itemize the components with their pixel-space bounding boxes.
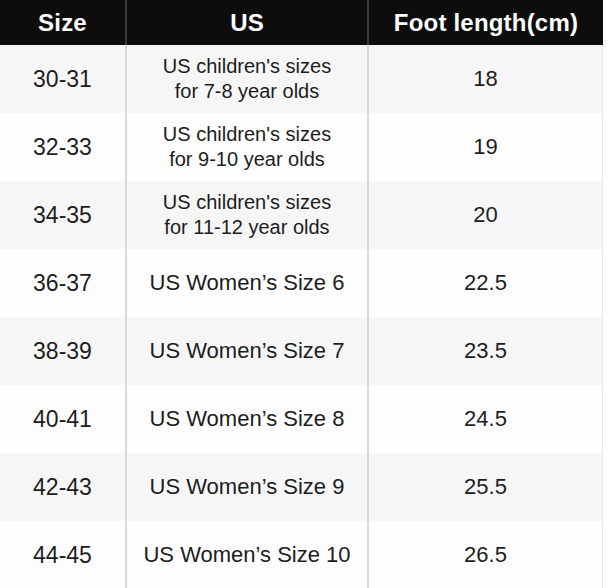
size-conversion-table: Size US Foot length(cm) 30-31 US childre… [0,0,603,588]
foot-length-cell: 25.5 [367,453,602,521]
us-size-cell: US children's sizes for 11-12 year olds [125,181,367,249]
table-row: 36-37 US Women’s Size 6 22.5 [0,249,603,317]
us-size-cell: US Women’s Size 6 [125,249,367,317]
table-row: 42-43 US Women’s Size 9 25.5 [0,453,603,521]
foot-length-cell: 18 [367,45,602,113]
foot-length-cell: 26.5 [367,521,602,588]
us-size-cell: US children's sizes for 7-8 year olds [125,45,367,113]
table-row: 34-35 US children's sizes for 11-12 year… [0,181,603,249]
foot-length-cell: 19 [367,113,602,181]
size-cell: 32-33 [0,113,125,181]
size-cell: 36-37 [0,249,125,317]
foot-length-cell: 22.5 [367,249,602,317]
size-cell: 42-43 [0,453,125,521]
table-row: 40-41 US Women’s Size 8 24.5 [0,385,603,453]
size-cell: 30-31 [0,45,125,113]
table-header-row: Size US Foot length(cm) [0,0,603,45]
size-cell: 34-35 [0,181,125,249]
us-size-cell: US Women’s Size 8 [125,385,367,453]
table-row: 32-33 US children's sizes for 9-10 year … [0,113,603,181]
foot-length-cell: 24.5 [367,385,602,453]
us-size-cell: US Women’s Size 10 [125,521,367,588]
foot-length-cell: 20 [367,181,602,249]
column-header-size: Size [0,0,125,45]
table-row: 44-45 US Women’s Size 10 26.5 [0,521,603,588]
table-row: 38-39 US Women’s Size 7 23.5 [0,317,603,385]
us-size-cell: US Women’s Size 9 [125,453,367,521]
column-header-foot-length: Foot length(cm) [367,0,603,45]
size-cell: 44-45 [0,521,125,588]
table-row: 30-31 US children's sizes for 7-8 year o… [0,45,603,113]
us-size-cell: US children's sizes for 9-10 year olds [125,113,367,181]
size-cell: 40-41 [0,385,125,453]
us-size-cell: US Women’s Size 7 [125,317,367,385]
foot-length-cell: 23.5 [367,317,602,385]
size-cell: 38-39 [0,317,125,385]
column-header-us: US [125,0,367,45]
